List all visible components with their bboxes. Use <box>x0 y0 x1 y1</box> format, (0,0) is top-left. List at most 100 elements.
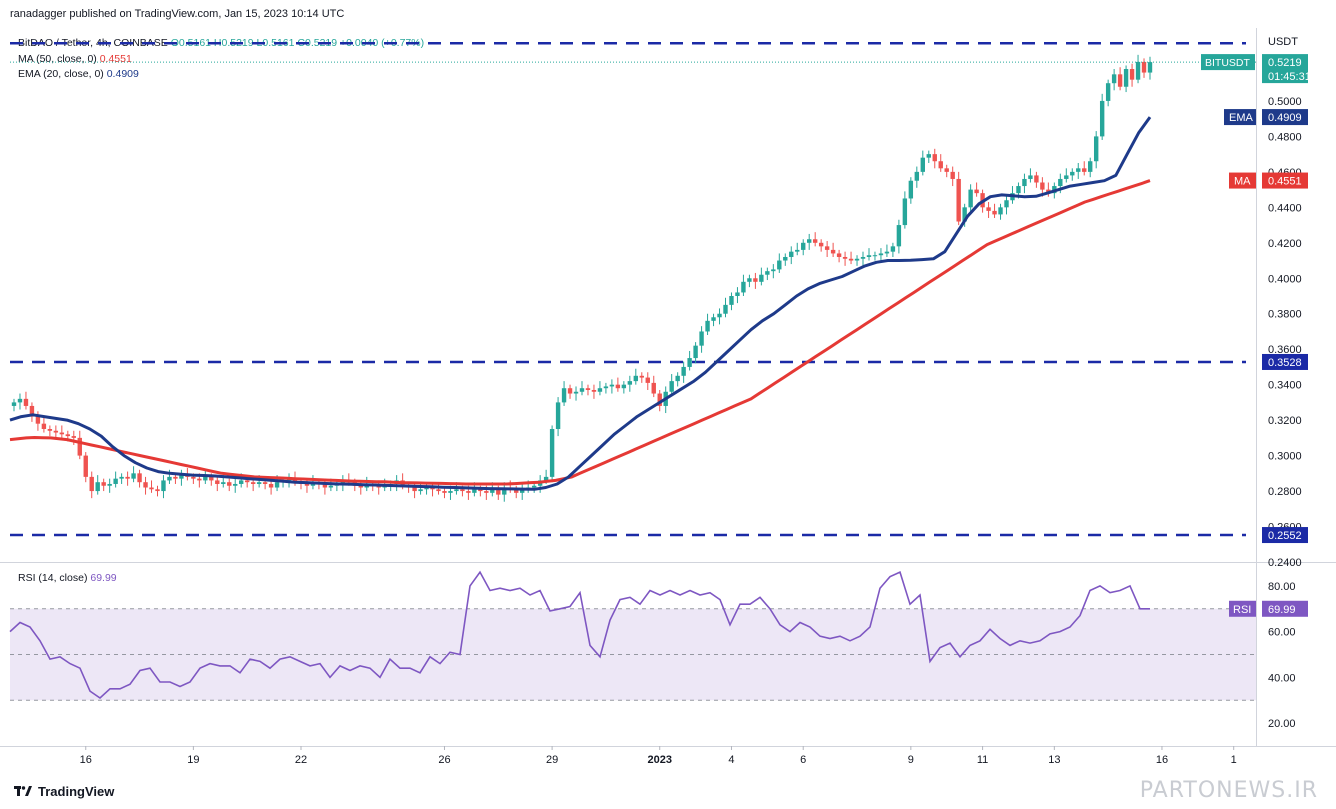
candle[interactable] <box>759 267 764 286</box>
candle[interactable] <box>711 313 716 327</box>
candle[interactable] <box>155 485 160 497</box>
candle[interactable] <box>878 248 884 263</box>
candle[interactable] <box>795 242 800 256</box>
candle[interactable] <box>884 244 890 257</box>
candle[interactable] <box>531 482 537 493</box>
candle[interactable] <box>944 164 949 178</box>
candle[interactable] <box>561 381 567 406</box>
candle[interactable] <box>555 397 561 437</box>
candle[interactable] <box>83 452 88 483</box>
candle[interactable] <box>143 476 148 495</box>
candle[interactable] <box>729 292 734 311</box>
candle[interactable] <box>854 255 860 266</box>
candle[interactable] <box>609 379 615 394</box>
candle[interactable] <box>41 416 47 433</box>
candle[interactable] <box>304 478 310 493</box>
candle[interactable] <box>573 386 579 401</box>
candle[interactable] <box>968 184 973 215</box>
candle[interactable] <box>101 478 106 492</box>
candle[interactable] <box>442 487 447 499</box>
candle[interactable] <box>992 203 997 218</box>
candle[interactable] <box>95 475 100 495</box>
candle[interactable] <box>149 480 154 493</box>
candle[interactable] <box>621 381 627 394</box>
candle[interactable] <box>890 242 896 257</box>
candle[interactable] <box>998 203 1003 220</box>
candle[interactable] <box>89 471 94 499</box>
candle[interactable] <box>615 377 621 392</box>
candle[interactable] <box>675 372 680 387</box>
candle[interactable] <box>765 267 770 281</box>
candle[interactable] <box>585 384 591 396</box>
candle[interactable] <box>591 384 597 399</box>
candle[interactable] <box>801 239 806 256</box>
candle[interactable] <box>807 233 812 250</box>
candle[interactable] <box>717 308 722 325</box>
candle[interactable] <box>938 154 943 172</box>
candle[interactable] <box>974 182 979 197</box>
candle[interactable] <box>1082 161 1087 176</box>
candle[interactable] <box>956 171 961 226</box>
candle[interactable] <box>1093 131 1099 169</box>
candle[interactable] <box>1147 56 1153 80</box>
candle[interactable] <box>699 326 704 353</box>
candle[interactable] <box>59 425 65 438</box>
candle[interactable] <box>753 272 758 289</box>
ema-20-line[interactable] <box>9 116 1152 491</box>
candle[interactable] <box>908 177 914 204</box>
candle[interactable] <box>603 382 609 394</box>
candle[interactable] <box>932 148 937 169</box>
candle[interactable] <box>657 389 662 412</box>
candle[interactable] <box>687 350 692 371</box>
candle[interactable] <box>747 274 752 288</box>
candle[interactable] <box>920 150 925 176</box>
candle[interactable] <box>549 425 555 483</box>
candle[interactable] <box>23 391 29 410</box>
candle[interactable] <box>783 253 788 266</box>
candle[interactable] <box>633 368 639 385</box>
ma-legend-line[interactable]: MA (50, close, 0) 0.4551 <box>18 52 424 68</box>
candle[interactable] <box>131 466 136 483</box>
candle[interactable] <box>896 219 902 254</box>
candle[interactable] <box>125 471 130 486</box>
candle[interactable] <box>1099 93 1105 140</box>
ma-50-line[interactable] <box>9 179 1151 486</box>
candle[interactable] <box>848 251 854 265</box>
candle[interactable] <box>824 241 830 257</box>
footer-brand[interactable]: TradingView <box>38 784 115 799</box>
candle[interactable] <box>627 375 633 392</box>
candle[interactable] <box>119 473 124 484</box>
candle[interactable] <box>107 478 112 493</box>
candle[interactable] <box>926 150 931 163</box>
candle[interactable] <box>1034 171 1039 188</box>
candle[interactable] <box>830 242 836 257</box>
candle[interactable] <box>29 402 35 422</box>
symbol-name[interactable]: BitDAO / Tether, 4h, COINBASE <box>18 37 168 49</box>
candle[interactable] <box>771 264 776 279</box>
candle[interactable] <box>914 166 920 188</box>
rsi-legend[interactable]: RSI (14, close) 69.99 <box>18 572 117 584</box>
candle[interactable] <box>1004 194 1009 215</box>
candle[interactable] <box>866 248 872 261</box>
candle[interactable] <box>735 287 740 304</box>
candle[interactable] <box>1070 168 1075 181</box>
candle[interactable] <box>1129 63 1135 87</box>
candle[interactable] <box>812 232 818 247</box>
candle[interactable] <box>986 202 991 218</box>
candle[interactable] <box>902 191 908 229</box>
candle[interactable] <box>950 166 955 187</box>
candle[interactable] <box>1105 79 1111 107</box>
candle[interactable] <box>17 393 23 410</box>
candle[interactable] <box>789 246 794 265</box>
candle[interactable] <box>645 372 650 390</box>
candle[interactable] <box>161 475 166 499</box>
candle[interactable] <box>651 375 656 398</box>
price-pane[interactable] <box>9 42 1256 537</box>
rsi-pane[interactable] <box>9 570 1256 701</box>
candle[interactable] <box>681 361 686 383</box>
candle[interactable] <box>597 381 603 396</box>
candle[interactable] <box>1141 58 1147 78</box>
candle[interactable] <box>872 251 878 261</box>
rsi-line[interactable] <box>9 570 1150 700</box>
candle[interactable] <box>537 475 543 493</box>
